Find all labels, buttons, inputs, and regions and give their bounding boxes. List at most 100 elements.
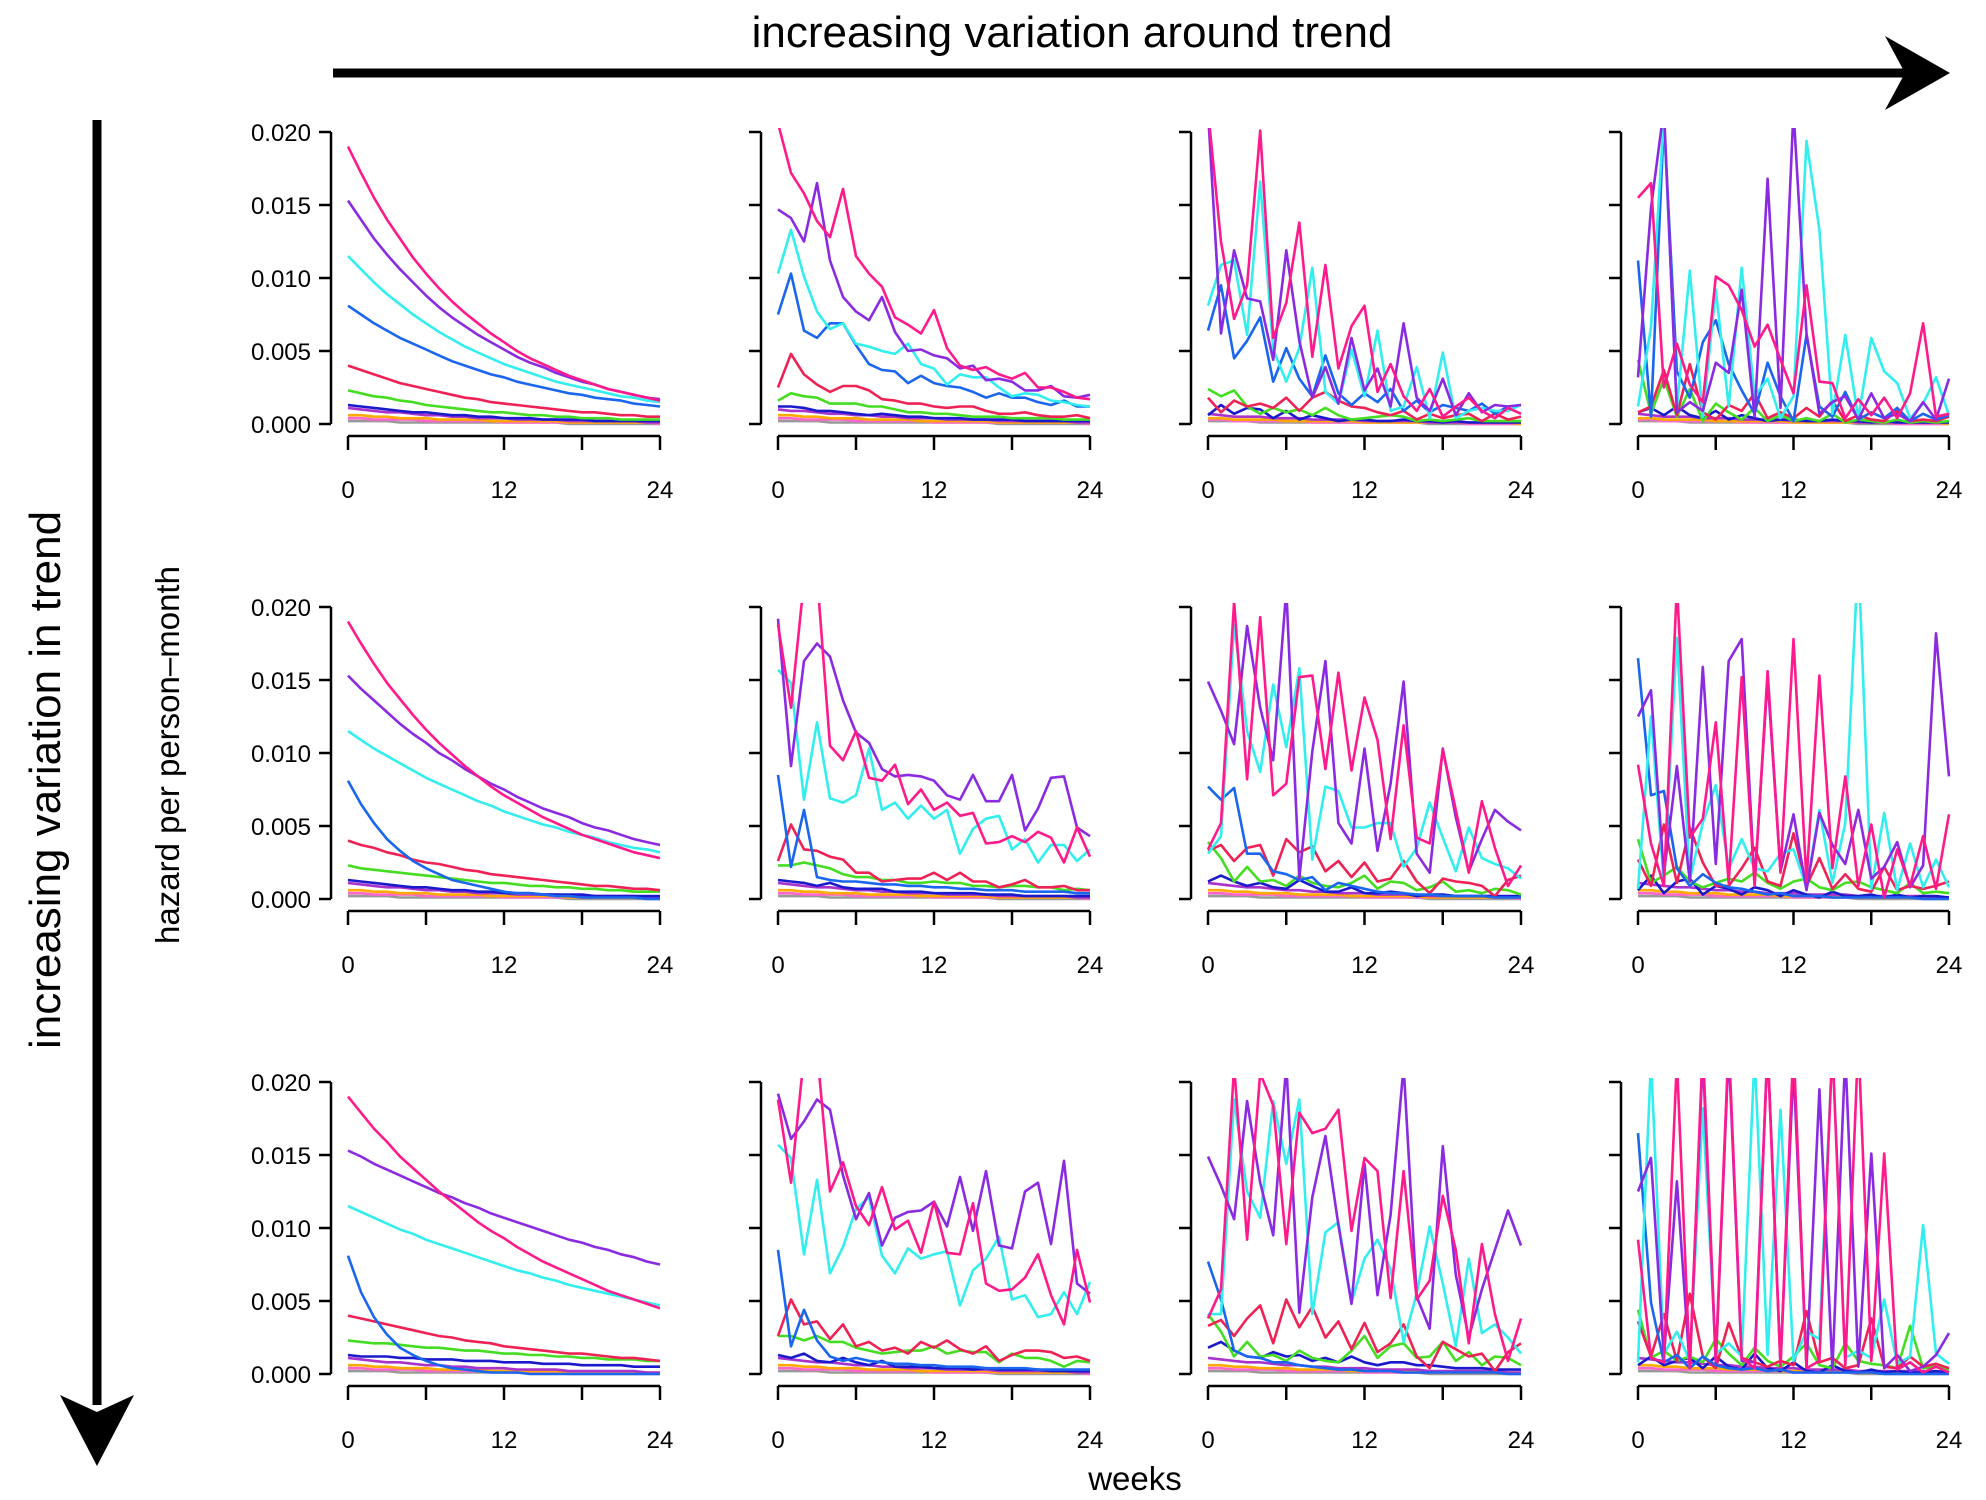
series-line-7 (347, 878, 660, 898)
y-tick-label: 0.015 (251, 668, 311, 695)
series-line-1 (346, 146, 661, 402)
series-line-1 (777, 128, 1091, 401)
series-line-2 (777, 181, 1091, 400)
y-tick-label: 0.000 (251, 887, 311, 914)
series-group (1636, 603, 1951, 901)
series-line-4 (1207, 785, 1521, 899)
series-line-7 (347, 1353, 660, 1368)
y-tick-label: 0.000 (251, 412, 311, 439)
series-line-4 (346, 1255, 660, 1376)
x-tick-label: 24 (1508, 952, 1535, 979)
series-line-4 (776, 272, 1090, 408)
series-line-9 (348, 1363, 660, 1374)
x-tick-label: 0 (771, 1427, 784, 1454)
x-tick-label: 12 (921, 477, 948, 504)
series-line-1 (346, 620, 661, 860)
x-tick-label: 24 (1508, 1427, 1535, 1454)
x-tick-label: 0 (341, 952, 354, 979)
x-axis-label: weeks (1087, 1460, 1182, 1497)
series-line-3 (777, 668, 1091, 864)
x-tick-label: 0 (1201, 1427, 1214, 1454)
x-tick-label: 12 (921, 1427, 948, 1454)
x-tick-label: 0 (1631, 952, 1644, 979)
x-tick-label: 24 (647, 477, 674, 504)
series-line-3 (1636, 128, 1951, 420)
series-line-6 (777, 391, 1090, 421)
y-axis-label: hazard per person–month (149, 566, 186, 944)
x-tick-label: 0 (1201, 477, 1214, 504)
series-line-4 (1636, 657, 1949, 901)
series-group (1206, 603, 1523, 901)
series-line-5 (776, 1298, 1091, 1363)
y-tick-label: 0.005 (251, 814, 311, 841)
series-line-1 (1208, 128, 1522, 420)
series-line-1 (1636, 1078, 1950, 1374)
series-line-6 (347, 389, 660, 421)
series-line-9 (778, 888, 1090, 899)
x-tick-label: 0 (771, 477, 784, 504)
series-line-1 (346, 1095, 661, 1310)
series-line-5 (776, 823, 1090, 892)
x-tick-label: 0 (1631, 1427, 1644, 1454)
series-line-3 (776, 228, 1091, 408)
y-tick-label: 0.010 (251, 266, 311, 293)
series-line-6 (1206, 1313, 1522, 1367)
panel-r1-c4: 0 12 24 (1609, 128, 1963, 504)
x-tick-label: 24 (647, 1427, 674, 1454)
x-tick-label: 12 (1780, 952, 1807, 979)
x-tick-label: 0 (341, 1427, 354, 1454)
left-arrow-label: increasing variation in trend (21, 511, 70, 1049)
series-line-3 (1208, 1098, 1523, 1355)
series-line-6 (1207, 387, 1521, 423)
panel-r3-c1: 0.000 0.005 0.010 0.015 0.020 0 12 24 (251, 1070, 673, 1454)
panel-r3-c2: 0 12 24 (749, 1078, 1103, 1454)
panel-r1-c3: 0 12 24 (1179, 128, 1535, 504)
panel-r1-c1: 0.000 0.005 0.010 0.015 0.020 0 12 24 (251, 120, 673, 504)
x-tick-label: 12 (1780, 477, 1807, 504)
panel-r3-c3: 0 12 24 (1179, 1078, 1535, 1454)
small-multiples-grid: 0.000 0.005 0.010 0.015 0.020 0 12 24 0 12 24 0 12 24… (251, 120, 1963, 1454)
series-line-8 (1637, 881, 1949, 899)
series-line-4 (776, 774, 1090, 895)
x-tick-label: 24 (1508, 477, 1535, 504)
series-line-1 (1637, 181, 1950, 420)
series-line-3 (1206, 180, 1522, 420)
series-line-4 (346, 780, 660, 901)
x-tick-label: 12 (1351, 477, 1378, 504)
panel-r2-c1: 0.000 0.005 0.010 0.015 0.020 0 12 24 (251, 595, 673, 979)
series-line-5 (347, 1314, 661, 1363)
series-line-4 (776, 1249, 1090, 1371)
series-line-5 (1207, 1298, 1522, 1373)
series-line-8 (347, 1356, 660, 1374)
y-tick-label: 0.020 (251, 595, 311, 622)
x-tick-label: 0 (1631, 477, 1644, 504)
series-line-5 (1207, 837, 1522, 898)
series-line-4 (1206, 1261, 1521, 1376)
series-line-9 (348, 413, 660, 424)
series-line-1 (1206, 603, 1523, 888)
series-group (1636, 1078, 1951, 1376)
series-line-6 (1206, 841, 1522, 896)
series-line-5 (1207, 390, 1522, 423)
x-tick-label: 12 (1780, 1427, 1807, 1454)
series-line-6 (347, 864, 660, 894)
x-tick-label: 12 (491, 1427, 518, 1454)
series-line-5 (347, 839, 661, 892)
series-line-1 (776, 1078, 1092, 1326)
series-line-9 (778, 413, 1090, 424)
x-tick-label: 12 (1351, 952, 1378, 979)
x-tick-label: 24 (1936, 1427, 1963, 1454)
panel-r2-c2: 0 12 24 (749, 603, 1103, 979)
series-line-3 (347, 255, 661, 404)
series-line-5 (776, 352, 1091, 420)
series-line-3 (347, 730, 661, 854)
x-tick-label: 24 (1936, 477, 1963, 504)
series-line-2 (776, 618, 1091, 838)
series-group (1636, 128, 1951, 426)
x-tick-label: 12 (921, 952, 948, 979)
series-line-6 (347, 1339, 660, 1363)
series-group (346, 146, 661, 426)
y-tick-label: 0.005 (251, 339, 311, 366)
series-line-2 (347, 1149, 661, 1266)
x-tick-label: 12 (491, 477, 518, 504)
